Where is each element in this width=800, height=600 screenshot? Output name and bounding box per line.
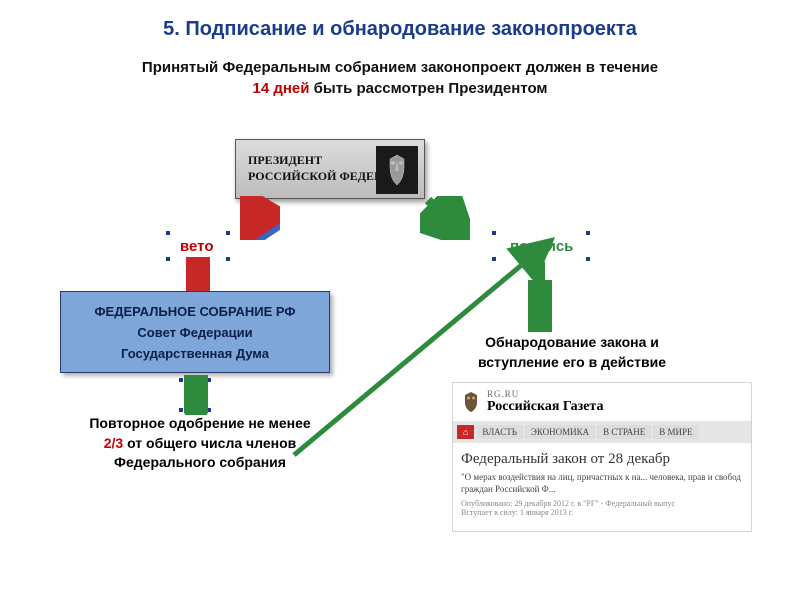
home-icon: ⌂ (457, 425, 474, 439)
subtitle-line1: Принятый Федеральным собранием законопро… (142, 59, 658, 76)
np-law-sub: "О мерах воздействия на лиц, причастных … (453, 472, 751, 499)
slide-title: 5. Подписание и обнародование законопрое… (0, 0, 800, 41)
np-law-meta-pub: Опубликовано: 29 декабря 2012 г. в "РГ" … (453, 499, 751, 508)
arrow-to-veto (240, 196, 280, 240)
dot (179, 378, 183, 382)
subtitle-rest: быть рассмотрен Президентом (309, 80, 547, 97)
subtitle: Принятый Федеральным собранием законопро… (0, 57, 800, 99)
slide-title-text: 5. Подписание и обнародование законопрое… (163, 18, 637, 40)
nav-0: ВЛАСТЬ (476, 425, 522, 439)
veto-label: вето (180, 238, 213, 255)
arrow-to-sign (420, 196, 470, 240)
publication-text: Обнародование закона и вступление его в … (427, 333, 717, 372)
newspaper-snippet: RG.RU Российская Газета ⌂ ВЛАСТЬ ЭКОНОМИ… (452, 382, 752, 532)
veto-text: вето (180, 238, 213, 255)
np-name: Российская Газета (487, 399, 603, 415)
nav-2: В СТРАНЕ (597, 425, 651, 439)
nav-1: ЭКОНОМИКА (525, 425, 595, 439)
np-pub-value: 29 декабря 2012 г. в "РГ" - Федеральный … (514, 499, 675, 508)
dot (586, 231, 590, 235)
np-eff-value: 1 января 2013 г. (520, 508, 573, 517)
np-law-title: Федеральный закон от 28 декабр (453, 443, 751, 472)
dot (166, 257, 170, 261)
np-pub-label: Опубликовано: (461, 499, 512, 508)
subtitle-emph: 14 дней (252, 80, 309, 97)
np-emblem-icon (461, 391, 481, 413)
repeat-line2-rest: от общего числа членов (123, 435, 296, 451)
president-plaque: ПРЕЗИДЕНТ РОССИЙСКОЙ ФЕДЕРАЦИ (235, 139, 425, 199)
coat-of-arms-icon (376, 146, 418, 194)
repeat-line1: Повторное одобрение не менее (89, 415, 310, 431)
dot (586, 257, 590, 261)
publication-line2: вступление его в действие (478, 354, 666, 370)
np-law-meta-eff: Вступает в силу: 1 января 2013 г. (453, 508, 751, 517)
dot (166, 231, 170, 235)
arrow-veto-down (186, 257, 210, 293)
nav-3: В МИРЕ (653, 425, 698, 439)
dot (226, 231, 230, 235)
arrow-sign-down (528, 260, 552, 332)
np-header: RG.RU Российская Газета (453, 383, 751, 421)
plaque-line1: ПРЕЗИДЕНТ (248, 153, 322, 167)
np-rg: RG.RU (487, 389, 603, 399)
publication-line1: Обнародование закона и (485, 334, 659, 350)
np-title-block: RG.RU Российская Газета (487, 389, 603, 415)
np-eff-label: Вступает в силу: (461, 508, 518, 517)
repeat-line3: Федерального собрания (114, 454, 286, 470)
np-nav: ⌂ ВЛАСТЬ ЭКОНОМИКА В СТРАНЕ В МИРЕ (453, 421, 751, 443)
dot (179, 408, 183, 412)
arrow-fedbox-down (184, 375, 208, 415)
dot (226, 257, 230, 261)
repeat-emph: 2/3 (104, 435, 123, 451)
